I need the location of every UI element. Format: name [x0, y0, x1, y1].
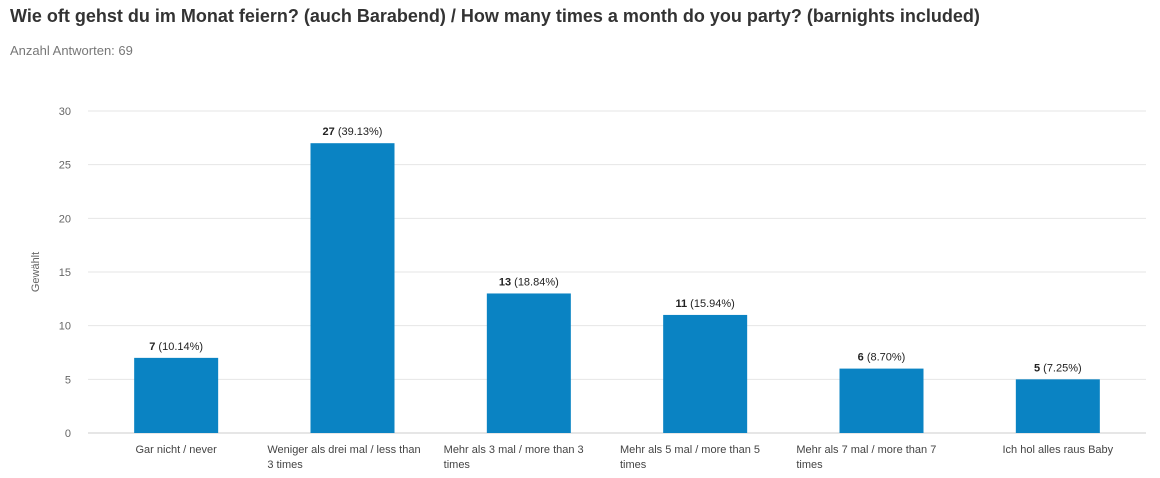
x-tick-label: Mehr als 5 mal / more than 5 — [620, 444, 760, 456]
x-tick-label: Weniger als drei mal / less than — [267, 444, 420, 456]
data-label: 11 (15.94%) — [675, 298, 734, 310]
x-tick-label: times — [444, 459, 471, 471]
data-label: 27 (39.13%) — [323, 126, 383, 138]
y-tick-label: 20 — [59, 213, 71, 225]
bar — [663, 314, 748, 433]
data-label: 5 (7.25%) — [1034, 362, 1082, 374]
x-tick-label: Gar nicht / never — [136, 444, 218, 456]
chart-title: Wie oft gehst du im Monat feiern? (auch … — [10, 6, 980, 26]
bar — [839, 368, 924, 433]
data-label: 7 (10.14%) — [149, 341, 203, 353]
bar — [1015, 379, 1100, 433]
data-label: 6 (8.70%) — [858, 352, 906, 364]
x-tick-label: times — [620, 459, 647, 471]
y-tick-label: 25 — [59, 160, 71, 172]
y-tick-label: 30 — [59, 106, 71, 118]
y-tick-label: 0 — [65, 428, 71, 440]
x-tick-label: Mehr als 7 mal / more than 7 — [796, 444, 936, 456]
y-axis-label: Gewählt — [30, 252, 42, 292]
x-tick-label: Ich hol alles raus Baby — [1002, 444, 1113, 456]
bar — [486, 293, 571, 433]
data-label: 13 (18.84%) — [499, 276, 559, 288]
x-tick-label: Mehr als 3 mal / more than 3 — [444, 444, 584, 456]
y-tick-label: 10 — [59, 321, 71, 333]
y-tick-label: 15 — [59, 267, 71, 279]
bar — [310, 143, 395, 433]
bar — [134, 357, 219, 433]
y-tick-label: 5 — [65, 374, 71, 386]
x-tick-label: times — [796, 459, 823, 471]
response-count: Anzahl Antworten: 69 — [10, 43, 133, 58]
x-tick-label: 3 times — [267, 459, 303, 471]
